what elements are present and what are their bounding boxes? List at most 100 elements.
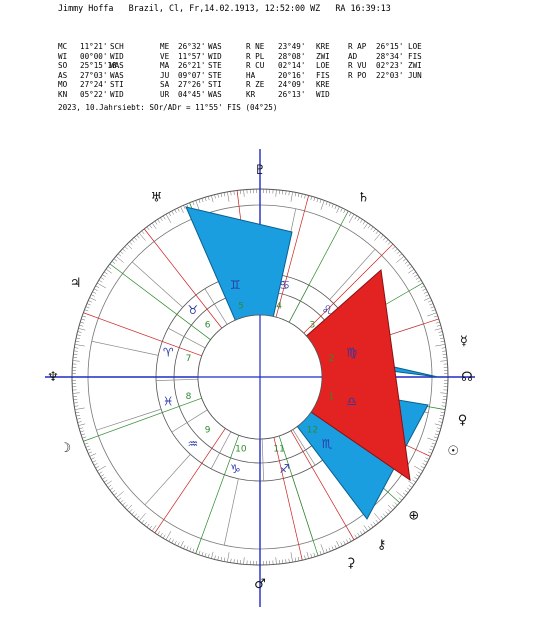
planet-glyph-icon: ♀ (458, 413, 468, 428)
aspect-line (273, 437, 303, 561)
degree-tick (92, 460, 97, 463)
table-cell: WID (316, 89, 330, 99)
sign-divider (91, 340, 159, 356)
degree-tick (136, 234, 140, 239)
degree-tick (76, 334, 81, 336)
birth-data: Brazil, Cl, Fr,14.02.1913, 12:52:00 WZ (128, 3, 321, 13)
degree-tick (435, 321, 440, 324)
degree-tick (362, 221, 366, 225)
aspect-line (303, 243, 394, 334)
degree-tick (433, 436, 438, 439)
table-cell: KRE (316, 42, 330, 51)
degree-tick (93, 288, 98, 291)
degree-tick (348, 212, 352, 217)
house-divider (292, 429, 316, 466)
degree-tick (84, 309, 89, 312)
table-cell: WI (58, 51, 68, 61)
degree-tick (304, 194, 306, 199)
degree-tick (290, 552, 293, 563)
table-cell: 26°13' (278, 89, 306, 99)
degree-tick (363, 525, 369, 532)
planet-glyph-icon: ♄ (358, 191, 370, 206)
degree-tick (412, 479, 416, 483)
degree-tick (117, 253, 122, 257)
degree-tick (367, 224, 371, 229)
degree-tick (157, 219, 160, 223)
degree-tick (217, 556, 219, 561)
degree-tick (306, 551, 309, 559)
chart-header: Jimmy Hoffa Brazil, Cl, Fr,14.02.1913, 1… (58, 3, 391, 13)
table-cell: R CU (246, 61, 265, 71)
degree-tick (320, 544, 325, 554)
house-number: 10 (235, 444, 247, 454)
table-cell: R PO (348, 70, 367, 80)
degree-tick (98, 279, 103, 283)
degree-tick (431, 309, 436, 312)
degree-tick (74, 405, 79, 407)
table-cell: 02°14' (278, 61, 306, 71)
degree-tick (298, 193, 300, 198)
degree-tick (74, 347, 79, 349)
degree-tick (162, 534, 166, 539)
degree-tick (298, 556, 300, 561)
degree-tick (97, 282, 106, 289)
degree-tick (430, 306, 435, 309)
degree-tick (227, 552, 230, 563)
degree-tick (415, 474, 420, 477)
degree-tick (441, 347, 446, 349)
degree-tick (414, 274, 418, 277)
house-number: 3 (309, 321, 315, 331)
degree-tick (141, 519, 145, 524)
table-cell: 05°22' (80, 89, 108, 99)
table-cell: FIS (316, 70, 330, 80)
degree-tick (233, 559, 235, 564)
degree-tick (404, 261, 409, 264)
degree-tick (285, 190, 287, 195)
degree-tick (439, 334, 444, 336)
degree-tick (88, 451, 93, 454)
degree-tick (414, 477, 418, 480)
degree-tick (105, 268, 112, 274)
aspect-line (288, 210, 349, 323)
degree-tick (382, 237, 386, 241)
degree-tick (109, 487, 114, 491)
aspect-line (83, 397, 202, 442)
aspect-line (195, 435, 240, 554)
table-cell: STI (208, 80, 222, 90)
degree-tick (144, 521, 147, 526)
degree-tick (331, 203, 334, 208)
table-cell: 11°57' (178, 51, 206, 61)
table-cell: STE (208, 70, 222, 80)
house-divider (156, 378, 199, 381)
degree-tick (316, 198, 319, 203)
degree-tick (275, 189, 277, 197)
table-cell: JU (160, 70, 170, 80)
degree-tick (168, 212, 172, 217)
degree-tick (82, 315, 87, 318)
degree-tick (198, 550, 201, 555)
degree-tick (77, 421, 82, 423)
degree-tick (370, 523, 374, 528)
table-cell: SCH (110, 42, 124, 51)
table-cell: WID (110, 89, 124, 99)
table-cell: KRE (316, 80, 330, 90)
degree-tick (288, 558, 290, 563)
degree-tick (95, 465, 100, 469)
degree-tick (86, 303, 91, 306)
table-cell: 27°03' (80, 70, 108, 80)
degree-tick (72, 360, 80, 362)
degree-tick (363, 222, 369, 229)
degree-tick (79, 324, 84, 327)
degree-tick (362, 529, 366, 533)
aspect-line (143, 228, 223, 329)
degree-tick (439, 415, 444, 417)
degree-tick (328, 202, 331, 207)
degree-tick (370, 226, 374, 231)
degree-tick (394, 248, 398, 252)
degree-tick (427, 300, 432, 303)
degree-tick (373, 521, 376, 526)
degree-tick (122, 248, 126, 252)
degree-tick (392, 246, 396, 250)
aspect-line (290, 430, 355, 540)
degree-tick (275, 557, 277, 565)
